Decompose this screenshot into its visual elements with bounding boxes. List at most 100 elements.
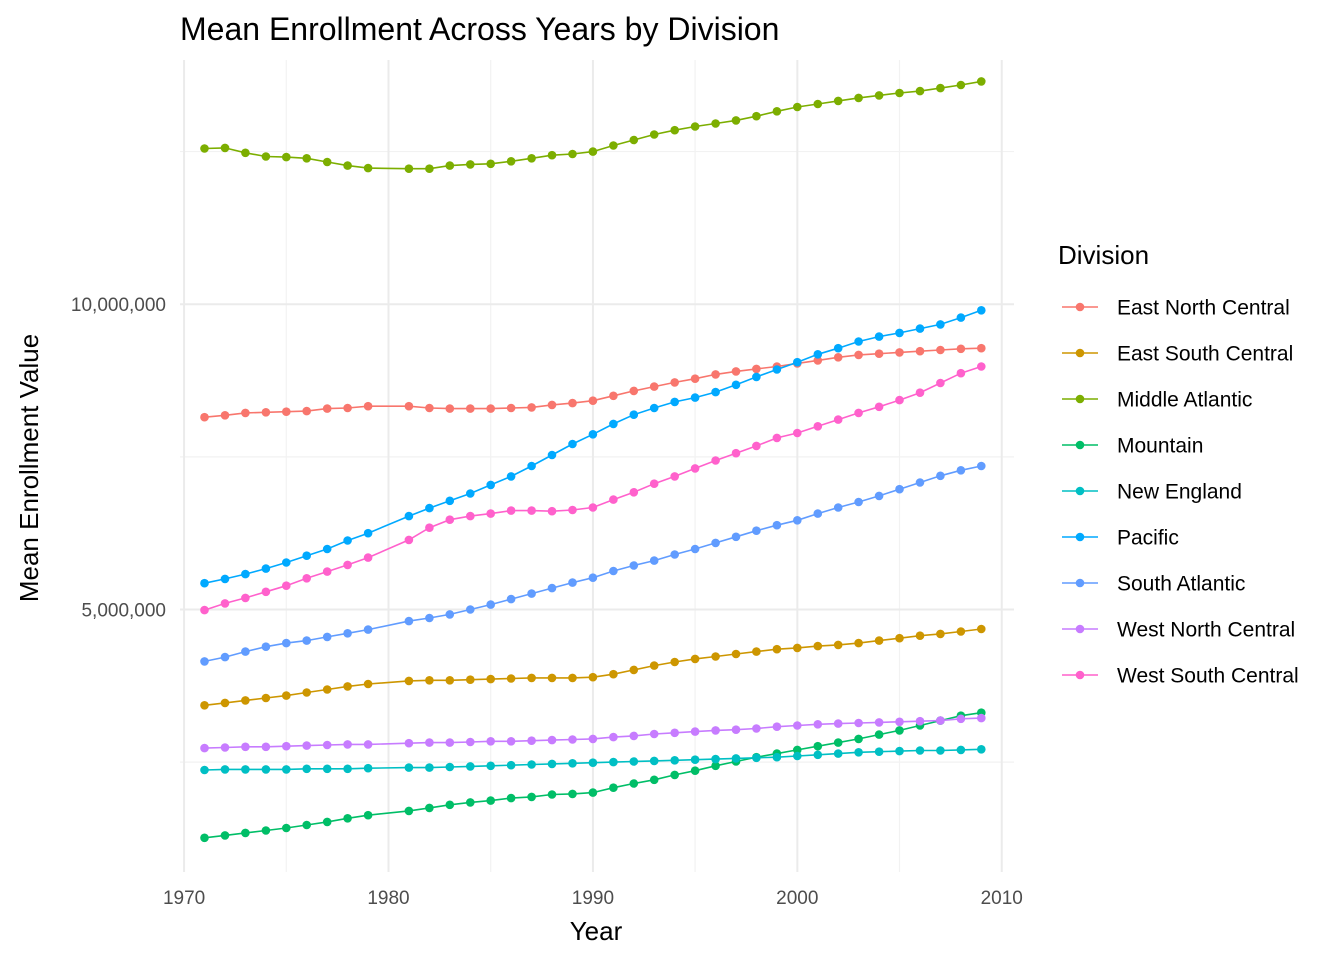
data-point (282, 152, 291, 162)
data-point (241, 593, 250, 603)
data-point (404, 511, 414, 521)
data-point (731, 532, 741, 542)
data-point (915, 478, 925, 487)
legend-item: Middle Atlantic (1062, 389, 1252, 412)
data-point (854, 718, 863, 728)
data-point (506, 157, 516, 166)
data-point (547, 583, 557, 593)
data-point (282, 691, 291, 700)
data-point (711, 754, 720, 764)
data-point (977, 306, 986, 315)
data-point (895, 328, 904, 338)
data-point (302, 636, 312, 645)
data-point (833, 503, 843, 512)
data-point (322, 685, 332, 694)
data-point (813, 720, 823, 729)
x-axis-ticks: 1970 1980 1990 2000 2010 (163, 888, 1023, 909)
data-point (363, 163, 373, 173)
data-point (936, 471, 945, 481)
data-point (466, 511, 475, 521)
data-point (629, 135, 639, 145)
legend-point-key (1075, 624, 1085, 634)
data-point (649, 756, 659, 766)
data-point (200, 605, 209, 615)
data-point (670, 770, 679, 780)
data-point (690, 766, 700, 775)
legend-label: South Atlantic (1117, 573, 1245, 596)
data-point (568, 578, 577, 587)
series-south-atlantic (200, 461, 986, 666)
data-point (752, 753, 761, 763)
data-point (629, 779, 639, 788)
data-point (813, 356, 823, 365)
data-point (731, 367, 741, 376)
data-point (343, 682, 352, 691)
data-point (261, 742, 271, 752)
data-point (588, 503, 598, 512)
data-point (629, 561, 639, 570)
data-point (752, 372, 761, 382)
data-point (527, 792, 536, 802)
data-point (404, 763, 414, 772)
legend-point-key (1075, 486, 1085, 496)
data-point (813, 509, 823, 518)
data-point (874, 402, 884, 412)
data-point (404, 806, 414, 816)
data-point (731, 380, 741, 390)
data-point (731, 448, 741, 458)
data-point (486, 761, 496, 771)
data-point (813, 422, 823, 431)
data-point (282, 558, 291, 567)
data-point (302, 764, 312, 774)
data-point (895, 633, 904, 643)
data-point (609, 419, 618, 429)
data-point (649, 479, 659, 489)
data-point (568, 439, 577, 449)
data-point (322, 817, 332, 827)
x-axis-title: Year (570, 916, 623, 946)
data-point (200, 701, 209, 710)
data-point (833, 343, 843, 353)
data-point (609, 783, 618, 792)
data-point (343, 740, 352, 749)
data-point (609, 391, 618, 401)
data-point (854, 748, 863, 757)
data-point (282, 765, 291, 774)
data-point (506, 793, 516, 803)
data-point (670, 472, 679, 481)
data-point (527, 760, 536, 769)
data-point (649, 130, 659, 139)
data-point (977, 624, 986, 634)
data-point (261, 765, 271, 774)
data-point (486, 674, 496, 684)
data-point (425, 503, 434, 513)
data-point (731, 725, 741, 734)
data-point (977, 343, 986, 353)
y-axis-title: Mean Enrollment Value (14, 334, 44, 602)
data-point (343, 403, 352, 413)
data-point (629, 410, 639, 420)
data-point (609, 757, 618, 767)
legend-label: East North Central (1117, 297, 1290, 320)
data-point (874, 636, 884, 645)
data-point (547, 150, 557, 160)
data-point (363, 625, 373, 634)
legend-label: West South Central (1117, 665, 1299, 688)
data-point (588, 396, 598, 406)
data-point (445, 800, 455, 810)
data-point (302, 574, 312, 583)
data-point (895, 726, 904, 735)
legend-item: West South Central (1062, 665, 1299, 688)
data-point (302, 741, 312, 750)
data-point (793, 643, 802, 653)
legend-items: East North Central East South Central Midd… (1062, 297, 1299, 688)
data-point (343, 629, 352, 638)
data-point (772, 107, 782, 116)
data-point (547, 735, 557, 745)
data-point (731, 754, 741, 763)
data-point (568, 673, 577, 683)
data-point (874, 332, 884, 341)
data-point (547, 759, 557, 769)
data-point (241, 569, 250, 579)
data-point (445, 404, 455, 413)
